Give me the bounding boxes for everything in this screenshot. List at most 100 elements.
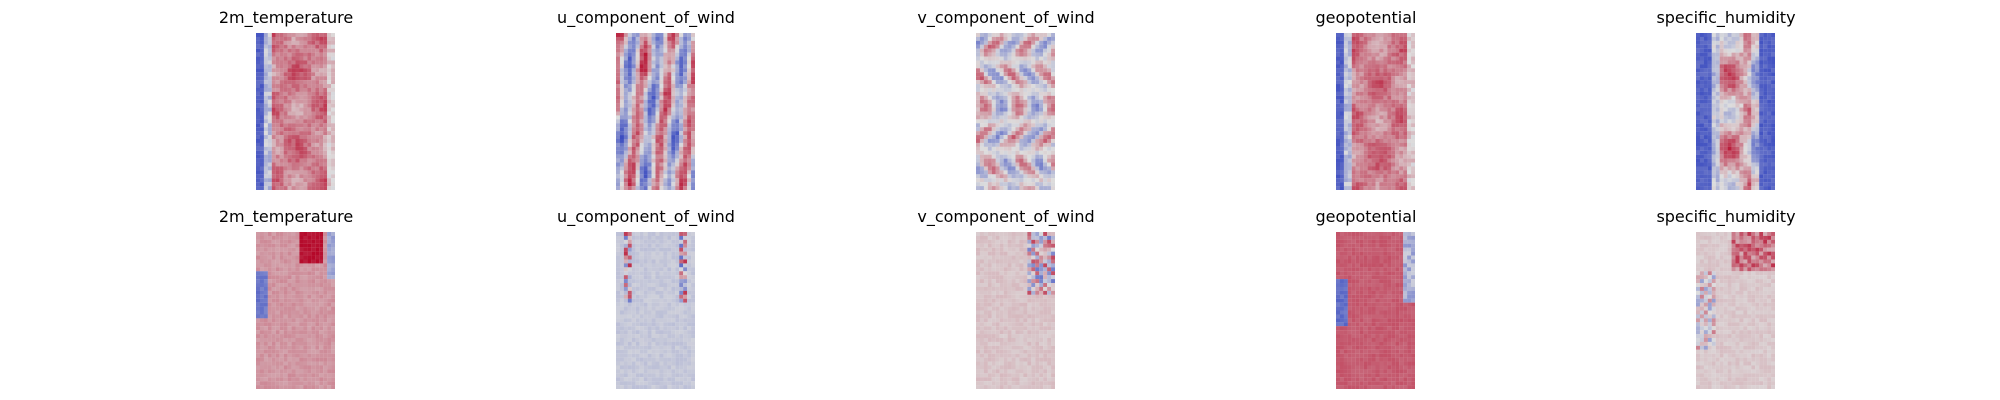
heatmap-cell (623, 158, 628, 163)
heatmap-cell (1719, 33, 1724, 38)
heatmap-cell (1707, 131, 1712, 136)
heatmap-cell (647, 95, 652, 100)
heatmap-cell (1031, 162, 1036, 167)
heatmap-cell (315, 259, 320, 264)
heatmap-cell (983, 115, 988, 120)
heatmap-cell (1731, 158, 1736, 163)
heatmap-cell (256, 263, 261, 268)
heatmap-cell (667, 103, 672, 108)
heatmap-cell (1751, 68, 1756, 73)
heatmap-cell (315, 127, 320, 132)
heatmap-cell (1703, 158, 1708, 163)
heatmap-cell (331, 337, 335, 342)
heatmap-cell (1696, 72, 1701, 77)
heatmap-cell (319, 263, 324, 268)
heatmap-cell (616, 138, 621, 143)
heatmap-cell (1723, 76, 1728, 81)
heatmap-cell (1719, 182, 1724, 187)
heatmap-cell (267, 365, 272, 370)
heatmap-cell (1359, 138, 1364, 143)
heatmap-cell (275, 111, 280, 116)
heatmap-cell (291, 334, 296, 339)
heatmap-cell (303, 146, 308, 151)
heatmap-cell (267, 345, 272, 350)
heatmap-cell (1391, 138, 1396, 143)
heatmap-cell (1403, 60, 1408, 65)
heatmap-cell (267, 239, 272, 244)
heatmap-cell (256, 178, 261, 183)
heatmap-cell (291, 357, 296, 362)
heatmap-cell (311, 162, 316, 167)
heatmap-cell (263, 302, 268, 307)
heatmap-cell (647, 80, 652, 85)
heatmap-cell (1735, 80, 1740, 85)
heatmap-cell (331, 107, 335, 112)
heatmap-cell (1367, 80, 1372, 85)
heatmap-cell (1351, 146, 1356, 151)
heatmap-cell (275, 33, 280, 38)
heatmap-cell (331, 263, 335, 268)
heatmap-cell (991, 80, 996, 85)
heatmap-cell (616, 235, 621, 240)
heatmap-cell (1019, 150, 1024, 155)
heatmap-cell (1379, 64, 1384, 69)
heatmap-cell (1767, 87, 1772, 92)
heatmap-cell (663, 135, 668, 140)
heatmap-cell (319, 103, 324, 108)
heatmap-cell (1039, 99, 1044, 104)
heatmap-cell (663, 68, 668, 73)
heatmap-cell (323, 263, 328, 268)
heatmap-cell (1387, 174, 1392, 179)
heatmap-cell (631, 182, 636, 187)
heatmap-cell (619, 178, 624, 183)
heatmap-cell (999, 178, 1004, 183)
heatmap-cell (319, 283, 324, 288)
heatmap-cell (1375, 170, 1380, 175)
heatmap-cell (327, 283, 332, 288)
heatmap-cell (1723, 36, 1728, 41)
heatmap-cell (619, 170, 624, 175)
heatmap-cell (287, 365, 292, 370)
heatmap-cell (323, 150, 328, 155)
heatmap-cell (983, 111, 988, 116)
heatmap-cell (631, 107, 636, 112)
heatmap-cell (307, 353, 312, 358)
heatmap-cell (679, 127, 684, 132)
heatmap-cell (267, 56, 272, 61)
heatmap-cell (651, 232, 656, 237)
heatmap-cell (291, 294, 296, 299)
heatmap-cell (631, 263, 636, 268)
heatmap-cell (287, 326, 292, 331)
heatmap-cell (303, 52, 308, 57)
heatmap-cell (619, 247, 624, 252)
heatmap-cell (1051, 91, 1055, 96)
heatmap-cell (1023, 166, 1028, 171)
heatmap-cell (647, 127, 652, 132)
heatmap-cell (1696, 76, 1701, 81)
heatmap-cell (979, 36, 984, 41)
heatmap-cell (999, 36, 1004, 41)
heatmap-cell (1711, 36, 1716, 41)
heatmap-cell (1395, 36, 1400, 41)
heatmap-cell (323, 95, 328, 100)
heatmap-cell (679, 103, 684, 108)
heatmap-cell (1391, 170, 1396, 175)
heatmap-cell (991, 60, 996, 65)
heatmap-cell (1035, 44, 1040, 49)
heatmap-cell (1723, 146, 1728, 151)
heatmap-cell (1747, 142, 1752, 147)
heatmap-cell (1723, 33, 1728, 38)
heatmap-cell (1751, 64, 1756, 69)
heatmap-cell (1367, 138, 1372, 143)
heatmap-cell (1723, 84, 1728, 89)
heatmap-cell (1343, 33, 1348, 38)
heatmap-cell (1743, 135, 1748, 140)
heatmap-cell (623, 91, 628, 96)
heatmap-cell (303, 255, 308, 260)
heatmap-cell (1767, 68, 1772, 73)
heatmap-cell (1019, 40, 1024, 45)
heatmap-cell (1347, 166, 1352, 171)
heatmap-cell (291, 306, 296, 311)
heatmap-cell (683, 255, 688, 260)
heatmap-cell (1387, 131, 1392, 136)
